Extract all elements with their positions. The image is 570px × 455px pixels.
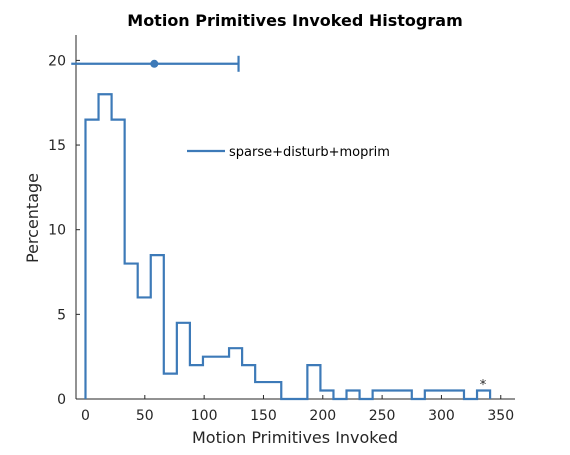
chart-title: Motion Primitives Invoked Histogram <box>127 11 462 30</box>
histogram-bin <box>268 382 281 399</box>
histogram-bin <box>451 391 464 399</box>
histogram-bin <box>164 374 177 399</box>
x-tick-label: 150 <box>250 408 277 424</box>
histogram-bin <box>438 391 451 399</box>
x-tick-label: 300 <box>428 408 455 424</box>
histogram-bin <box>203 357 216 399</box>
x-tick-label: 0 <box>81 408 90 424</box>
histogram-bin <box>151 255 164 399</box>
histogram-bin <box>138 297 151 399</box>
series-layer: * <box>71 55 492 401</box>
axis-ticks: 0 50 100 150 200 250 300 350 0 5 10 15 20 <box>48 53 514 424</box>
y-tick-label: 20 <box>48 53 66 69</box>
y-tick-label: 0 <box>57 392 66 408</box>
histogram-bin <box>177 323 190 399</box>
legend: sparse+disturb+moprim <box>187 145 390 160</box>
x-axis-label: Motion Primitives Invoked <box>192 428 398 447</box>
histogram-bin <box>229 348 242 399</box>
histogram-bin <box>99 94 112 399</box>
error-bar-mean-point <box>150 59 159 68</box>
histogram-bin <box>112 120 125 399</box>
y-tick-label: 10 <box>48 223 66 239</box>
annotation-asterisk: * <box>480 378 487 393</box>
histogram-bin <box>242 365 255 399</box>
x-tick-label: 100 <box>191 408 218 424</box>
histogram-bin <box>255 382 268 399</box>
histogram-bin <box>307 365 320 399</box>
histogram-bin <box>85 120 98 399</box>
x-tick-label: 200 <box>309 408 336 424</box>
histogram-bin <box>320 391 333 399</box>
histogram-bin <box>386 391 399 399</box>
x-tick-label: 250 <box>369 408 396 424</box>
histogram-bin <box>425 391 438 399</box>
x-tick-label: 350 <box>487 408 514 424</box>
histogram-bin <box>216 357 229 399</box>
x-tick-label: 50 <box>136 408 154 424</box>
legend-label: sparse+disturb+moprim <box>229 145 390 160</box>
histogram-stairs-line <box>84 93 492 401</box>
histogram-bin <box>373 391 386 399</box>
histogram-bin <box>190 365 203 399</box>
y-tick-label: 5 <box>57 307 66 323</box>
histogram-bin <box>399 391 412 399</box>
histogram-bin <box>125 264 138 399</box>
y-tick-label: 15 <box>48 138 66 154</box>
y-axis-label: Percentage <box>23 173 42 263</box>
histogram-bin <box>347 391 360 399</box>
